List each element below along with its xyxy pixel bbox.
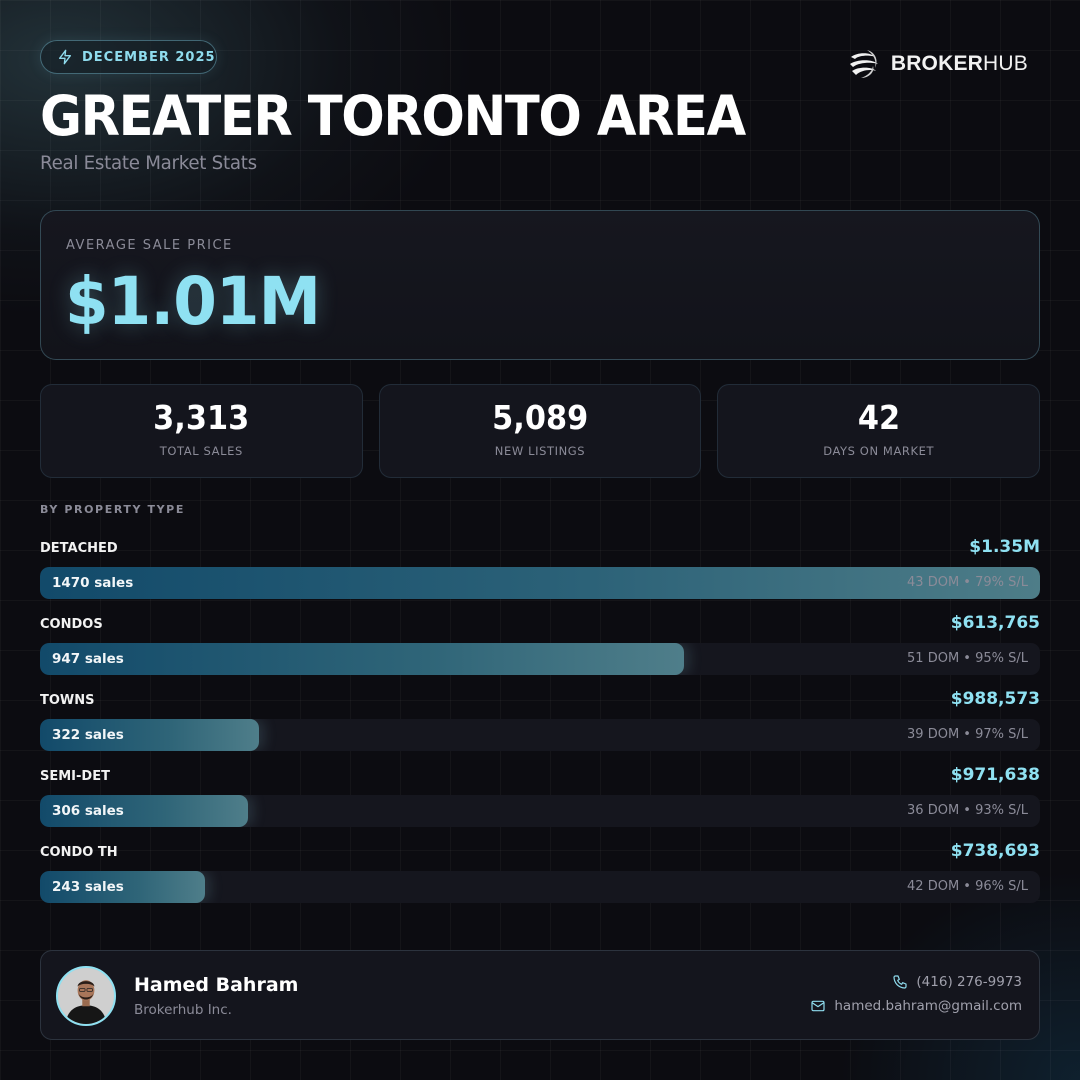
property-sales: 306 sales [52,803,124,819]
property-price: $738,693 [950,841,1040,861]
agent-email-text: hamed.bahram@gmail.com [834,998,1022,1014]
agent-phone[interactable]: (416) 276-9973 [892,974,1022,990]
property-row-semi-det: SEMI-DET $971,638 306 sales 36 DOM • 93%… [40,765,1040,839]
stat-days-on-market: 42 DAYS ON MARKET [717,384,1041,478]
property-meta: 36 DOM • 93% S/L [907,803,1028,818]
mail-icon [811,1000,825,1012]
property-bar-track: 947 sales 51 DOM • 95% S/L [40,643,1040,675]
property-name: TOWNS [40,693,95,708]
property-bar-fill [40,795,248,827]
agent-phone-text: (416) 276-9973 [916,974,1022,990]
brand-logo: BROKERHUB [847,48,1028,80]
stat-label: DAYS ON MARKET [823,443,935,458]
avatar [56,966,116,1026]
average-price-label: AVERAGE SALE PRICE [66,238,233,253]
property-meta: 39 DOM • 97% S/L [907,727,1028,742]
property-name: DETACHED [40,541,118,556]
page-subtitle: Real Estate Market Stats [40,152,257,174]
page-title: GREATER TORONTO AREA [40,84,746,148]
lightning-icon [59,49,71,65]
property-bar-fill [40,567,1040,599]
property-price: $971,638 [950,765,1040,785]
brokerhub-logo-icon [849,50,878,78]
property-sales: 1470 sales [52,575,134,591]
average-price-value: $1.01M [65,263,321,340]
agent-email[interactable]: hamed.bahram@gmail.com [810,998,1022,1014]
property-name: CONDO TH [40,845,118,860]
brand-name-bold: BROKER [890,52,984,75]
property-row-towns: TOWNS $988,573 322 sales 39 DOM • 97% S/… [40,689,1040,763]
property-bar-track: 322 sales 39 DOM • 97% S/L [40,719,1040,751]
property-bar-track: 306 sales 36 DOM • 93% S/L [40,795,1040,827]
agent-card: Hamed Bahram Brokerhub Inc. (416) 276-99… [40,950,1040,1040]
property-name: SEMI-DET [40,769,110,784]
property-sales: 322 sales [52,727,124,743]
property-row-condos: CONDOS $613,765 947 sales 51 DOM • 95% S… [40,613,1040,687]
property-name: CONDOS [40,617,103,632]
stat-label: TOTAL SALES [159,443,243,458]
property-bar-fill [40,871,205,903]
property-price: $1.35M [969,537,1040,557]
property-meta: 42 DOM • 96% S/L [907,879,1028,894]
date-badge-text: DECEMBER 2025 [82,49,216,65]
property-sales: 243 sales [52,879,124,895]
property-meta: 51 DOM • 95% S/L [907,651,1028,666]
stats-row: 3,313 TOTAL SALES 5,089 NEW LISTINGS 42 … [40,384,1041,478]
average-price-card: AVERAGE SALE PRICE $1.01M [40,210,1040,360]
property-row-condo-th: CONDO TH $738,693 243 sales 42 DOM • 96%… [40,841,1040,915]
property-bar-fill [40,719,259,751]
property-sales: 947 sales [52,651,124,667]
property-price: $613,765 [950,613,1040,633]
property-row-detached: DETACHED $1.35M 1470 sales 43 DOM • 79% … [40,537,1040,611]
phone-icon [893,975,908,989]
brand-name-light: HUB [983,52,1028,75]
property-bar-track: 1470 sales 43 DOM • 79% S/L [40,567,1040,599]
property-meta: 43 DOM • 79% S/L [907,575,1028,590]
stat-label: NEW LISTINGS [494,443,586,458]
property-bar-fill [40,643,684,675]
agent-company: Brokerhub Inc. [134,1002,232,1018]
stat-value: 5,089 [491,397,589,437]
property-price: $988,573 [950,689,1040,709]
property-bar-track: 243 sales 42 DOM • 96% S/L [40,871,1040,903]
stat-new-listings: 5,089 NEW LISTINGS [378,384,702,478]
stat-value: 42 [857,397,900,437]
agent-name: Hamed Bahram [134,974,299,996]
stat-value: 3,313 [153,397,250,437]
agent-photo [58,968,114,1024]
section-label-property-type: BY PROPERTY TYPE [40,503,185,516]
brand-name: BROKERHUB [891,52,1028,76]
stat-total-sales: 3,313 TOTAL SALES [40,384,363,478]
date-badge: DECEMBER 2025 [40,40,217,74]
